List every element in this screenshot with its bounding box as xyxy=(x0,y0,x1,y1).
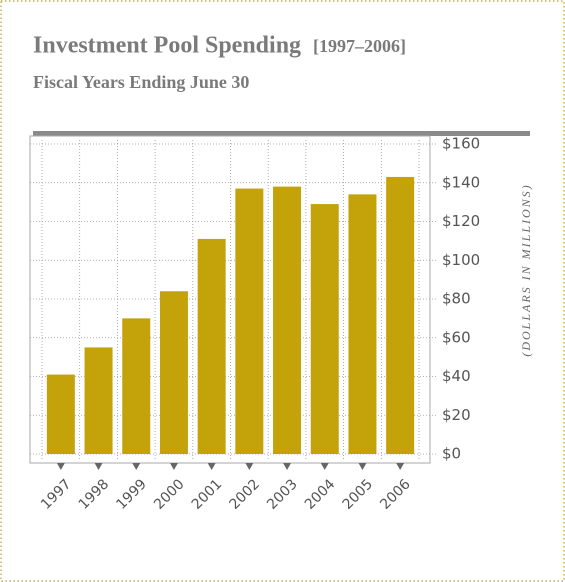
x-tick-label: 2004 xyxy=(302,476,339,513)
bar xyxy=(159,291,188,454)
bar xyxy=(235,188,264,454)
x-tick-label: 1998 xyxy=(76,476,113,513)
x-tick-label: 2000 xyxy=(151,476,188,513)
x-tick-label: 2006 xyxy=(377,476,414,513)
bar xyxy=(197,238,226,454)
x-tick-marker xyxy=(396,463,405,470)
x-tick-marker xyxy=(132,463,141,470)
bar xyxy=(84,347,113,454)
x-tick-label: 2002 xyxy=(226,476,263,513)
title-rule xyxy=(33,131,530,136)
x-tick-marker xyxy=(169,463,178,470)
y-tick-label: $60 xyxy=(442,328,471,346)
bar xyxy=(310,204,339,454)
bar xyxy=(386,176,415,454)
x-tick-marker xyxy=(358,463,367,470)
y-tick-label: $120 xyxy=(442,212,480,230)
x-tick-marker xyxy=(94,463,103,470)
y-tick-label: $160 xyxy=(442,135,480,153)
bar xyxy=(273,186,302,454)
y-tick-label: $0 xyxy=(442,445,461,463)
y-axis-label: (DOLLARS IN MILLIONS) xyxy=(519,183,533,356)
chart-title: Investment Pool Spending xyxy=(33,33,301,59)
x-tick-marker xyxy=(56,463,65,470)
y-tick-label: $140 xyxy=(442,173,480,191)
y-tick-label: $20 xyxy=(442,406,471,424)
chart-subtitle: Fiscal Years Ending June 30 xyxy=(33,72,249,92)
plot-frame xyxy=(29,135,431,464)
x-tick-marker xyxy=(245,463,254,470)
x-tick-label: 2003 xyxy=(264,476,301,513)
bar xyxy=(122,318,151,454)
x-tick-label: 2005 xyxy=(340,476,377,513)
bar xyxy=(348,194,377,454)
x-tick-label: 1997 xyxy=(38,476,75,513)
x-tick-label: 2001 xyxy=(189,476,226,513)
y-tick-label: $100 xyxy=(442,251,480,269)
x-tick-marker xyxy=(320,463,329,470)
x-tick-marker xyxy=(207,463,216,470)
y-tick-label: $40 xyxy=(442,367,471,385)
x-tick-label: 1999 xyxy=(113,476,150,513)
x-tick-marker xyxy=(283,463,292,470)
bar xyxy=(46,374,75,454)
y-tick-label: $80 xyxy=(442,290,471,308)
title-range: [1997–2006] xyxy=(313,36,406,56)
